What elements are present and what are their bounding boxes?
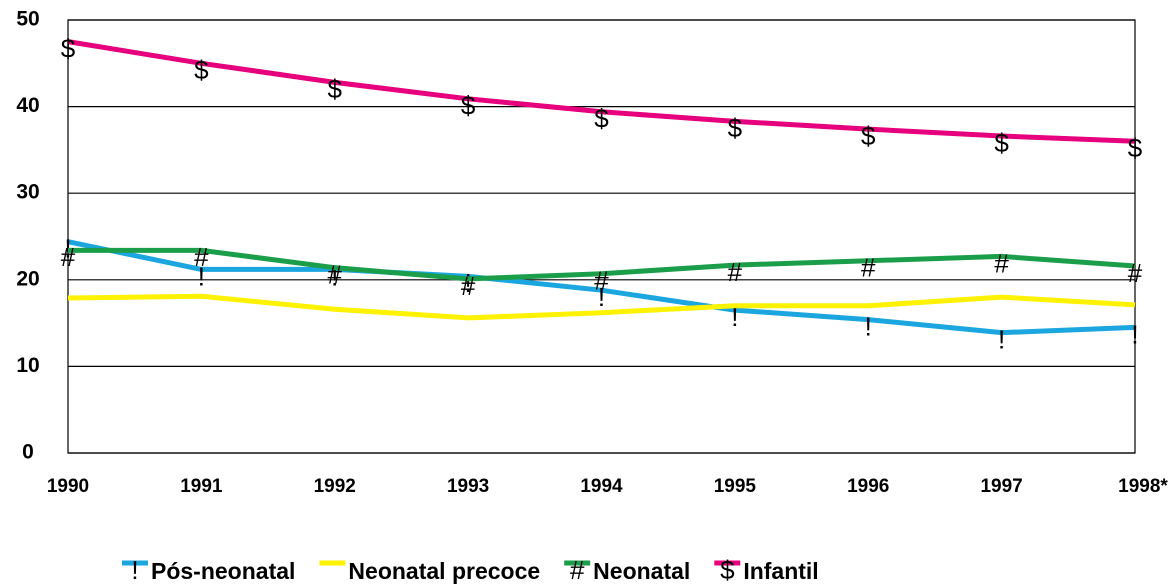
x-tick-label: 1991 xyxy=(180,476,223,497)
marker: ! xyxy=(1131,319,1138,349)
marker: # xyxy=(194,242,209,272)
x-tick-label: 1996 xyxy=(847,476,889,497)
legend-label: Infantil xyxy=(743,558,818,584)
marker: # xyxy=(994,248,1009,278)
marker: # xyxy=(61,242,76,272)
y-tick-label: 40 xyxy=(16,94,39,117)
marker: # xyxy=(1128,258,1143,288)
marker: $ xyxy=(461,91,476,121)
legend-label: Neonatal xyxy=(593,558,690,584)
marker: ! xyxy=(198,261,205,291)
marker: $ xyxy=(194,55,209,85)
line-series xyxy=(67,39,1136,144)
x-tick-label: 1998* xyxy=(1118,476,1168,497)
marker: ! xyxy=(331,261,338,291)
marker: ! xyxy=(731,302,738,332)
y-tick-label: 0 xyxy=(22,441,34,464)
marker: # xyxy=(728,257,743,287)
y-tick-label: 10 xyxy=(16,354,39,377)
x-tick-label: 1990 xyxy=(47,476,89,497)
marker: # xyxy=(594,266,609,296)
x-tick-label: 1994 xyxy=(580,476,623,497)
line-series xyxy=(67,293,1136,321)
marker: $ xyxy=(728,113,743,143)
y-tick-label: 20 xyxy=(16,267,39,290)
marker: # xyxy=(328,260,343,290)
marker: $ xyxy=(861,121,876,151)
marker: $ xyxy=(594,104,609,134)
legend-marker: # xyxy=(570,555,585,585)
y-tick-label: 30 xyxy=(16,181,39,204)
marker: # xyxy=(461,271,476,301)
line-series xyxy=(67,239,1136,336)
marker: $ xyxy=(994,128,1009,158)
marker: ! xyxy=(865,312,872,342)
marker: $ xyxy=(328,74,343,104)
x-tick-label: 1993 xyxy=(447,476,489,497)
legend-marker: ! xyxy=(131,555,138,585)
x-tick-label: 1992 xyxy=(314,476,356,497)
line-series xyxy=(68,247,1136,282)
marker: $ xyxy=(61,34,76,64)
marker: ! xyxy=(465,268,472,298)
legend-label: Pós-neonatal xyxy=(151,558,295,584)
plot-frame xyxy=(67,19,1136,454)
marker: # xyxy=(861,253,876,283)
marker: ! xyxy=(598,282,605,312)
x-tick-label: 1995 xyxy=(714,476,757,497)
legend-label: Neonatal precoce xyxy=(348,558,540,584)
marker: ! xyxy=(998,325,1005,355)
marker: $ xyxy=(1128,133,1143,163)
legend-marker: $ xyxy=(720,555,735,585)
y-tick-label: 50 xyxy=(16,8,39,31)
x-tick-label: 1997 xyxy=(980,476,1022,497)
